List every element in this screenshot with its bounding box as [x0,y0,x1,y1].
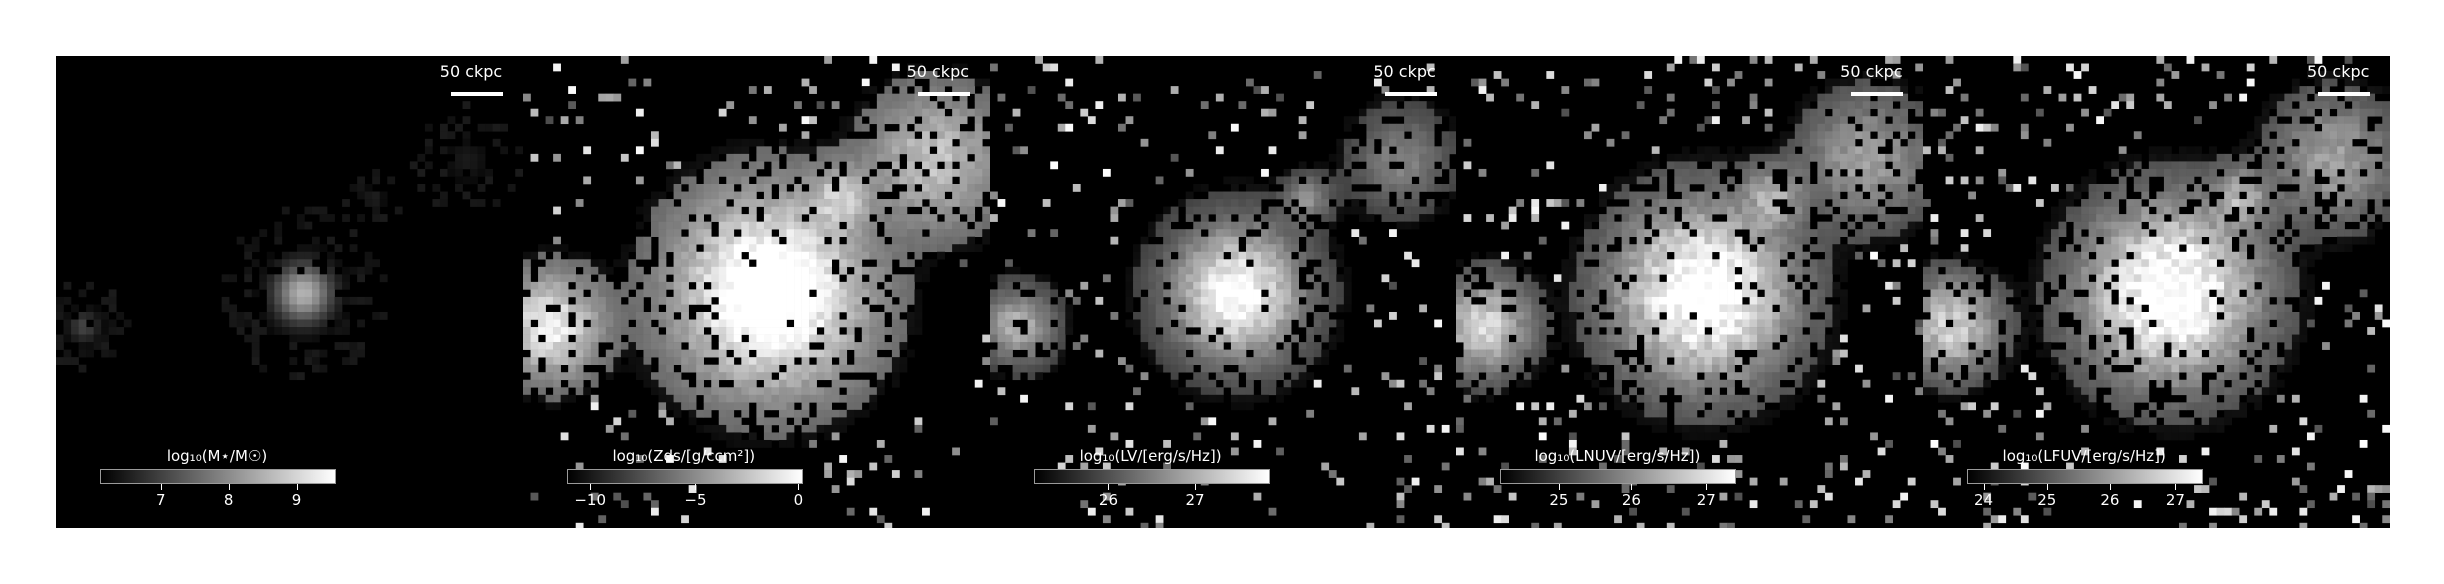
colorbar-tick-label: 8 [223,491,234,509]
colorbar-label: log₁₀(LV/[erg/s/Hz]) [1079,447,1222,465]
scalebar-label: 50 ckpc [1840,62,1903,81]
map-panel-nuv-band: 50 ckpc log₁₀(LNUV/[erg/s/Hz]) 25 26 27 [1456,56,1924,528]
colorbar-tick [1706,484,1708,490]
colorbar-tick-label: −5 [684,491,707,509]
colorbar-tick-label: 24 [1974,491,1994,509]
colorbar-tick [1983,484,1985,490]
colorbar-tick-label: 26 [1098,491,1119,509]
scalebar-line [451,92,503,96]
colorbar-tick-label: 27 [1185,491,1205,509]
colorbar-tick-label: 9 [291,491,302,509]
colorbar-tick [1558,484,1560,490]
colorbar-tick [2046,484,2048,490]
map-panel-v-band: 50 ckpc log₁₀(LV/[erg/s/Hz]) 26 27 [989,56,1457,528]
scalebar-label: 50 ckpc [2306,62,2370,81]
scalebar-label: 50 ckpc [906,62,970,81]
colorbar-tick [1631,484,1633,490]
colorbar-tick-label: 27 [2165,491,2185,509]
scalebar-line [1851,92,1904,96]
colorbar-tick-label: −10 [574,491,607,509]
emission-map-image [522,56,990,528]
scalebar-line [917,92,970,96]
emission-map-image [1923,56,2390,528]
colorbar-tick-label: 27 [1696,491,1716,509]
colorbar [566,469,803,484]
colorbar-tick-label: 26 [1621,491,1641,509]
colorbar-label: log₁₀(Zds/[g/ccm²]) [612,447,756,465]
colorbar-label: log₁₀(M⋆/M☉) [166,447,268,465]
colorbar-tick [798,484,800,490]
colorbar [1033,469,1270,484]
colorbar-label: log₁₀(LNUV/[erg/s/Hz]) [1534,447,1701,465]
galaxy-map-figure: 50 ckpc log₁₀(M⋆/M☉) 7 8 9 50 ckpc log₁₀(Zds/[… [56,56,2390,528]
colorbar-tick [695,484,697,490]
colorbar-tick-label: 25 [2037,491,2057,509]
colorbar-tick [2109,484,2111,490]
colorbar-tick [228,484,230,490]
colorbar-tick [1195,484,1197,490]
scalebar-label: 50 ckpc [439,62,503,81]
emission-map-image [56,101,523,381]
colorbar-tick-label: 0 [793,491,804,509]
scalebar-label: 50 ckpc [1373,62,1436,81]
colorbar-tick-label: 25 [1549,491,1569,509]
scalebar-line [2318,92,2371,96]
colorbar-tick [590,484,592,490]
colorbar-tick-label: 7 [156,491,166,509]
colorbar [1967,469,2204,484]
emission-map-image [1456,56,1924,528]
scalebar-line [1384,92,1437,96]
colorbar [1500,469,1737,484]
colorbar-tick [296,484,298,490]
map-panel-stellar-mass: 50 ckpc log₁₀(M⋆/M☉) 7 8 9 [56,56,523,528]
map-panel-fuv-band: 50 ckpc log₁₀(LFUV/[erg/s/Hz]) 24 25 26 27 [1923,56,2390,528]
colorbar [100,469,336,484]
colorbar-tick [2175,484,2177,490]
colorbar-tick [1108,484,1110,490]
colorbar-tick-label: 26 [2100,491,2120,509]
colorbar-label: log₁₀(LFUV/[erg/s/Hz]) [2002,447,2166,465]
map-panel-dust: 50 ckpc log₁₀(Zds/[g/ccm²]) −10 −5 0 [522,56,990,528]
colorbar-tick [160,484,162,490]
emission-map-image [989,56,1457,528]
